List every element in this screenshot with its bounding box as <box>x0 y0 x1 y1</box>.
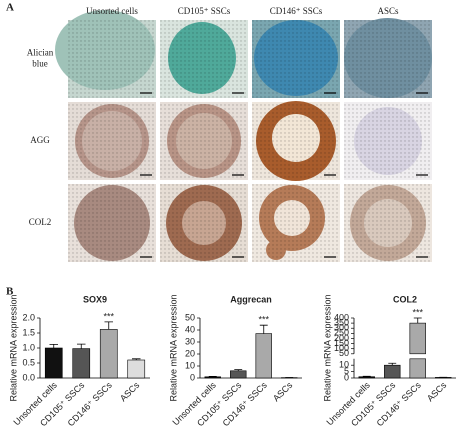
chart-title: Aggrecan <box>230 294 272 304</box>
y-tick-label: 0 <box>190 372 195 382</box>
y-tick-label: 250 <box>334 328 349 338</box>
column-header: CD105⁺ SSCs <box>178 6 231 16</box>
y-axis-label: Relative mRNA expression <box>8 294 18 401</box>
chart-title: COL2 <box>393 294 417 304</box>
y-tick-label: 50 <box>185 312 195 322</box>
error-bar <box>104 321 114 330</box>
panel-label: B <box>6 286 14 298</box>
y-tick-label: 0.5 <box>22 357 35 367</box>
y-tick-label: 10 <box>339 360 349 370</box>
y-tick-label: 200 <box>334 333 349 343</box>
bar <box>230 370 247 379</box>
row-label: COL2 <box>29 217 52 227</box>
y-tick-label: 2.0 <box>22 312 35 322</box>
y-tick-label: 10 <box>185 360 195 370</box>
column-header: CD146⁺ SSCs <box>270 6 323 16</box>
error-bar <box>76 343 86 349</box>
bar <box>99 329 118 379</box>
x-tick-label: CD105⁺ SSCs <box>195 380 244 428</box>
y-tick-label: 50 <box>339 348 349 358</box>
bar <box>409 322 426 355</box>
bar <box>358 376 375 379</box>
chart-title: SOX9 <box>83 294 107 304</box>
x-tick-label: ASCs <box>425 380 449 404</box>
x-tick-label: CD146⁺ SSCs <box>221 380 270 428</box>
x-tick-label: ASCs <box>271 380 295 404</box>
row-label: AGG <box>30 135 50 145</box>
bar <box>44 347 63 379</box>
x-tick-label: CD146⁺ SSCs <box>375 380 424 428</box>
bar <box>204 376 221 379</box>
y-tick-label: 1.5 <box>22 327 35 337</box>
y-tick-label: 300 <box>334 323 349 333</box>
y-axis-label: Relative mRNA expression <box>168 294 178 401</box>
x-tick-label: CD105⁺ SSCs <box>349 380 398 428</box>
y-tick-label: 350 <box>334 317 349 327</box>
error-bar <box>131 358 141 360</box>
y-tick-label: 30 <box>185 336 195 346</box>
row-label: blue <box>32 59 48 69</box>
micrographs <box>55 10 432 262</box>
bar <box>72 348 91 379</box>
annotation: *** <box>103 311 114 321</box>
y-tick-label: 5 <box>344 366 349 376</box>
bar-chart: Aggrecan Relative mRNA expression 0 10 20 30 4… <box>168 294 302 428</box>
y-axis-label: Relative mRNA expression <box>322 294 332 401</box>
y-tick-label: 150 <box>334 338 349 348</box>
annotation: *** <box>412 307 423 317</box>
column-header: Unsorted cells <box>86 6 138 16</box>
error-bar <box>413 317 422 324</box>
error-bar <box>388 362 397 366</box>
y-tick-label: 40 <box>185 324 195 334</box>
column-header: ASCs <box>377 6 399 16</box>
y-tick-label: 0.0 <box>22 372 35 382</box>
bar <box>127 359 146 379</box>
y-tick-label: 100 <box>334 343 349 353</box>
error-bar <box>49 344 59 348</box>
y-tick-label: 0 <box>344 372 349 382</box>
y-tick-label: 20 <box>185 348 195 358</box>
bar <box>255 333 272 379</box>
error-bar <box>259 324 268 334</box>
y-tick-label: 400 <box>334 312 349 322</box>
annotation: *** <box>258 315 269 325</box>
panel-label: A <box>6 2 14 14</box>
bar-chart: SOX9 Relative mRNA expression 0.0 0.5 1.0 1.5… <box>8 294 150 428</box>
bar <box>384 364 401 379</box>
x-tick-label: ASCs <box>118 380 142 404</box>
bar <box>409 358 426 379</box>
error-bar <box>234 369 243 371</box>
y-tick-label: 1.0 <box>22 342 35 352</box>
row-label: Alician <box>27 48 54 58</box>
